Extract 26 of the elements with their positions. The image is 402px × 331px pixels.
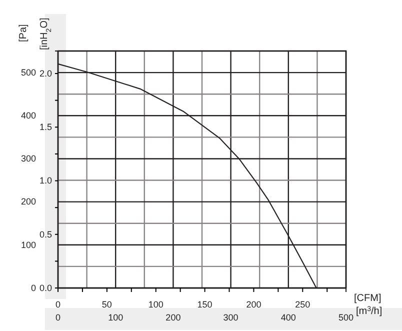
y-tick-label: 400 bbox=[20, 110, 36, 121]
x2-tick-label: 100 bbox=[108, 312, 124, 322]
y2-tick-label: 0.0 bbox=[39, 282, 52, 293]
y-tick-label: 200 bbox=[20, 196, 36, 207]
y-tick-label: 100 bbox=[20, 240, 36, 250]
y2-tick-label: 1.5 bbox=[39, 122, 52, 132]
x2-tick-label: 400 bbox=[280, 312, 296, 322]
x2-tick-label: 0 bbox=[55, 312, 61, 322]
y-tick-label: 300 bbox=[20, 154, 36, 164]
x-tick-label: 0 bbox=[55, 299, 61, 310]
x-tick-label: 250 bbox=[295, 299, 310, 310]
x2-tick-label: 300 bbox=[223, 312, 238, 322]
y2-tick-label: 2.0 bbox=[39, 68, 52, 78]
y2-tick-label: 1.0 bbox=[39, 176, 52, 186]
x-tick-label: 100 bbox=[148, 299, 164, 310]
x2-tick-label: 200 bbox=[166, 312, 181, 322]
y-tick-label: 500 bbox=[20, 67, 36, 78]
y-axis-title: [Pa] bbox=[18, 24, 29, 42]
x-tick-label: 150 bbox=[197, 299, 212, 310]
x2-tick-label: 500 bbox=[338, 312, 354, 322]
y-tick-label: 0 bbox=[30, 282, 36, 293]
x2-axis-title: [m$^{3}$/h] bbox=[356, 306, 382, 317]
x-tick-label: 200 bbox=[246, 299, 262, 310]
x-axis-title: [CFM] bbox=[354, 293, 382, 304]
y2-tick-label: 0.5 bbox=[39, 229, 52, 240]
x-tick-label: 50 bbox=[102, 299, 112, 310]
